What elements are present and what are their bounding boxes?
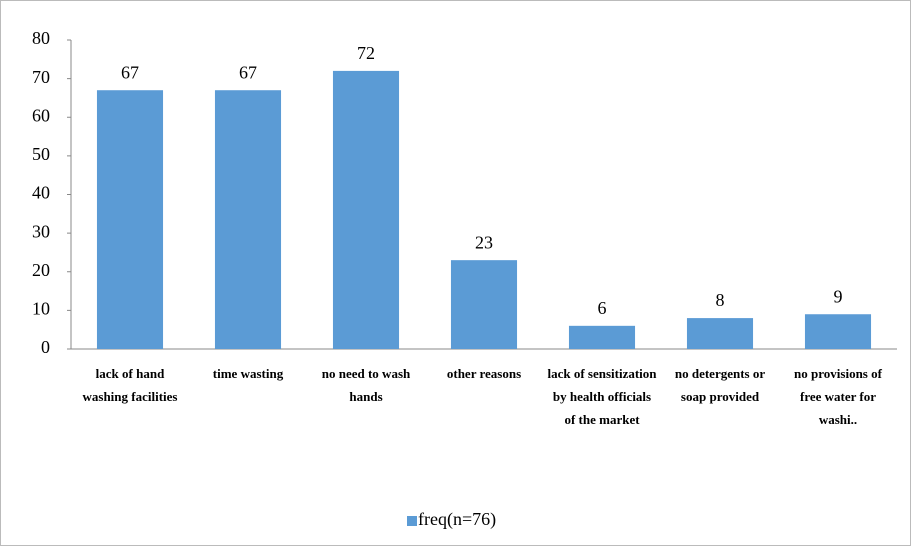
x-tick-label: no provisions of free water for washi.. xyxy=(794,366,882,427)
y-tick-label: 50 xyxy=(32,144,50,164)
bar xyxy=(96,90,164,350)
x-tick-label: lack of sensitization by health official… xyxy=(547,366,657,427)
data-label: 72 xyxy=(357,43,375,63)
bar xyxy=(804,314,872,349)
bar xyxy=(332,70,400,350)
x-tick-label: no detergents or soap provided xyxy=(674,366,766,404)
legend-label: freq(n=76) xyxy=(418,509,496,530)
data-label: 23 xyxy=(475,232,493,252)
y-tick-label: 10 xyxy=(32,299,50,319)
bar xyxy=(214,90,282,350)
y-tick-label: 80 xyxy=(32,28,50,48)
data-label: 9 xyxy=(834,286,843,306)
bar xyxy=(686,318,754,349)
y-tick-label: 20 xyxy=(32,260,50,280)
data-label: 67 xyxy=(239,62,257,82)
bar xyxy=(450,260,518,349)
x-tick-label: other reasons xyxy=(446,366,522,381)
x-tick-label: lack of hand washing facilities xyxy=(82,366,178,404)
y-tick-label: 30 xyxy=(32,221,50,241)
data-label: 67 xyxy=(121,62,139,82)
x-tick-label: time wasting xyxy=(212,366,284,381)
bar xyxy=(568,325,636,349)
y-tick-label: 0 xyxy=(41,337,50,357)
y-tick-label: 40 xyxy=(32,183,50,203)
y-tick-label: 60 xyxy=(32,105,50,125)
y-tick-label: 70 xyxy=(32,67,50,87)
data-label: 8 xyxy=(716,290,725,310)
data-label: 6 xyxy=(598,298,607,318)
legend-swatch xyxy=(407,516,417,526)
x-tick-label: no need to wash hands xyxy=(321,366,411,404)
